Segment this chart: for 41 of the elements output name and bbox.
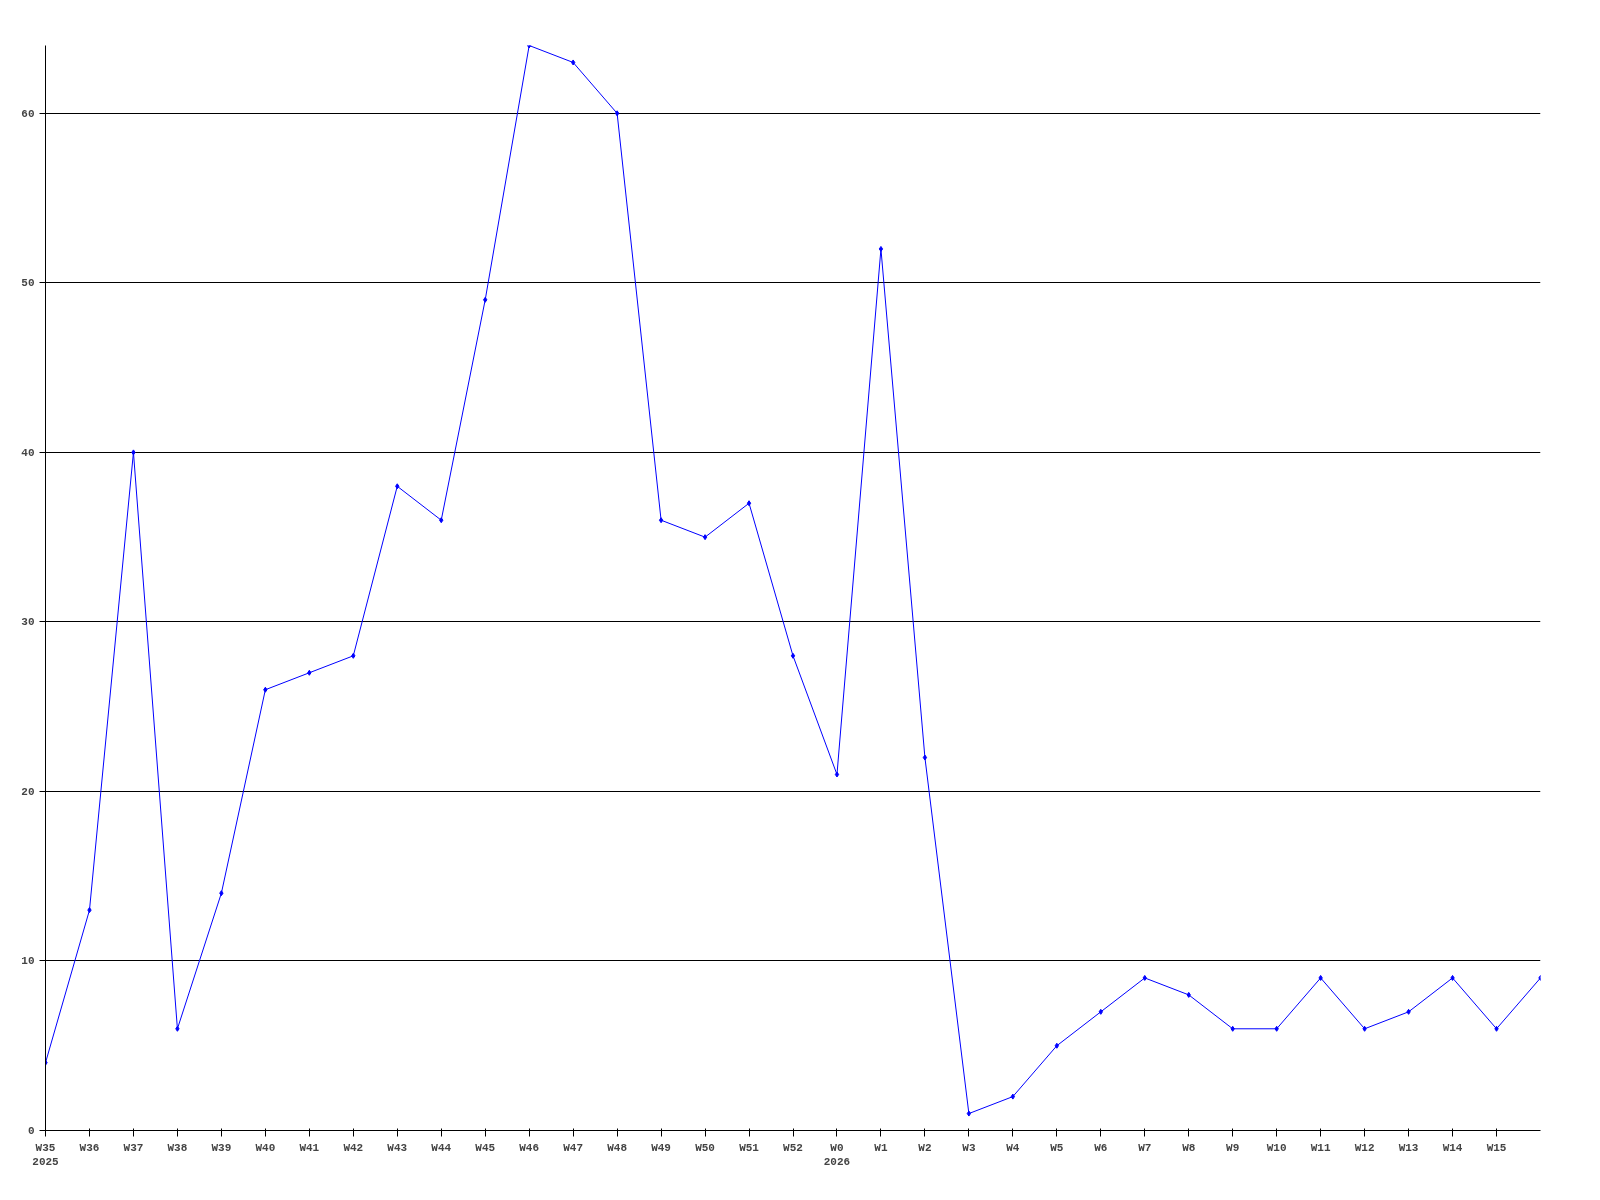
x-tick-label: W38 bbox=[167, 1141, 188, 1154]
x-tick-label: W3 bbox=[962, 1141, 976, 1154]
x-tick-label: W43 bbox=[387, 1141, 408, 1154]
x-tick-label: W40 bbox=[255, 1141, 276, 1154]
x-tick-label: W4 bbox=[1006, 1141, 1020, 1154]
x-tick-label: W44 bbox=[431, 1141, 452, 1154]
x-tick-label: W49 bbox=[651, 1141, 671, 1154]
x-tick-label: W35 2025 bbox=[32, 1141, 60, 1168]
y-tick-label: 60 bbox=[21, 107, 35, 120]
x-tick-label: W5 bbox=[1050, 1141, 1064, 1154]
x-tick-label: W6 bbox=[1094, 1141, 1108, 1154]
x-tick-label: W8 bbox=[1182, 1141, 1196, 1154]
x-tick-label: W50 bbox=[695, 1141, 715, 1154]
x-tick-label: W12 bbox=[1354, 1141, 1375, 1154]
x-tick-label: W10 bbox=[1266, 1141, 1287, 1154]
x-tick-label: W41 bbox=[299, 1141, 320, 1154]
x-tick-label: W15 bbox=[1486, 1141, 1507, 1154]
x-tick-label: W45 bbox=[475, 1141, 496, 1154]
x-tick-label: W0 2026 bbox=[823, 1141, 851, 1168]
y-tick-label: 10 bbox=[21, 955, 35, 968]
x-tick-label: W2 bbox=[918, 1141, 932, 1154]
y-tick-label: 0 bbox=[27, 1125, 35, 1137]
x-tick-label: W1 bbox=[874, 1141, 888, 1154]
x-tick-label: W9 bbox=[1226, 1141, 1240, 1154]
x-tick-label: W51 bbox=[739, 1141, 760, 1154]
x-tick-label: W39 bbox=[211, 1141, 232, 1154]
y-tick-label: 30 bbox=[21, 616, 35, 629]
x-tick-label: W52 bbox=[783, 1141, 803, 1154]
x-tick-label: W48 bbox=[607, 1141, 628, 1154]
x-tick-label: W13 bbox=[1398, 1141, 1419, 1154]
y-tick-label: 50 bbox=[21, 277, 35, 290]
x-tick-label: W11 bbox=[1310, 1141, 1331, 1154]
x-tick-label: W36 bbox=[79, 1141, 100, 1154]
x-tick-label: W47 bbox=[563, 1141, 584, 1154]
y-tick-label: 20 bbox=[21, 785, 35, 798]
x-tick-label: W7 bbox=[1138, 1141, 1152, 1154]
y-tick-label: 40 bbox=[21, 446, 35, 459]
x-tick-label: W46 bbox=[519, 1141, 540, 1154]
x-tick-label: W14 bbox=[1442, 1141, 1463, 1154]
x-tick-label: W42 bbox=[343, 1141, 364, 1154]
x-tick-label: W37 bbox=[123, 1141, 144, 1154]
